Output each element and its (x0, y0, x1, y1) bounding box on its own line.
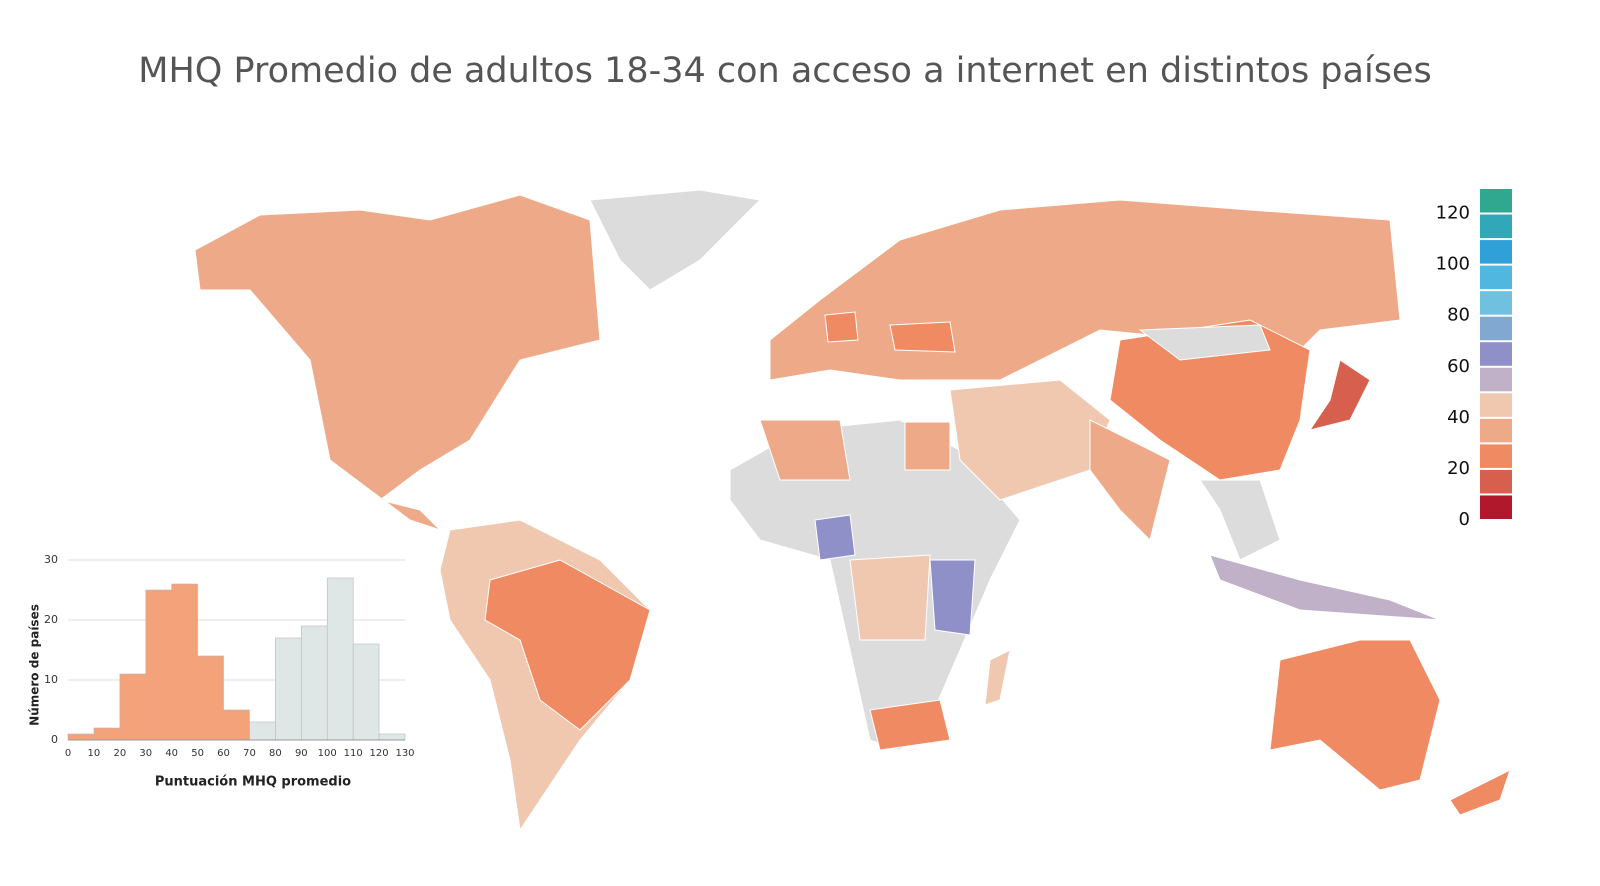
india (1089, 419, 1171, 541)
color-step (1480, 469, 1512, 494)
legend-tick-label: 40 (1447, 407, 1470, 428)
china (1109, 319, 1311, 481)
bar (352, 643, 380, 741)
x-tick-label: 50 (191, 748, 204, 759)
histogram: Número de países Puntuación MHQ promedio… (28, 553, 415, 790)
south-africa (869, 699, 951, 751)
x-axis-label: Puntuación MHQ promedio (155, 775, 351, 790)
color-step (1480, 240, 1512, 264)
x-tick-label: 10 (88, 748, 101, 759)
y-axis-label: Número de países (28, 604, 42, 726)
new-zealand (1449, 769, 1511, 816)
japan (1308, 359, 1371, 431)
algeria (759, 419, 851, 481)
y-tick-label: 30 (44, 553, 58, 566)
color-step (1480, 291, 1512, 315)
indonesia (1209, 554, 1441, 621)
nigeria (814, 514, 856, 561)
bar (197, 655, 224, 741)
tanzania (929, 559, 976, 636)
legend-tick-label: 120 (1436, 203, 1470, 224)
bar (223, 709, 250, 741)
bar (171, 583, 198, 741)
x-tick-label: 40 (165, 748, 178, 759)
australia (1269, 639, 1441, 791)
color-step (1480, 189, 1512, 213)
bar (93, 727, 121, 741)
legend-tick-label: 20 (1447, 458, 1470, 479)
x-tick-label: 60 (217, 748, 230, 759)
mongolia (1138, 324, 1271, 361)
color-step (1480, 265, 1512, 290)
bar (249, 721, 276, 741)
bar (119, 673, 147, 741)
madagascar (984, 649, 1011, 706)
color-step (1480, 342, 1512, 366)
x-tick-label: 120 (370, 748, 389, 759)
x-tick-label: 130 (395, 748, 414, 759)
x-tick-label: 70 (243, 748, 256, 759)
title: MHQ Promedio de adultos 18-34 con acceso… (138, 51, 1431, 91)
x-tick-label: 20 (113, 748, 126, 759)
color-step (1480, 367, 1512, 392)
color-step (1480, 214, 1512, 239)
color-step (1480, 393, 1512, 417)
x-tick-label: 80 (269, 748, 282, 759)
bar (145, 589, 172, 741)
bar (275, 637, 302, 741)
color-step (1480, 444, 1512, 468)
north-america (194, 194, 601, 531)
y-tick-label: 0 (51, 733, 58, 746)
y-tick-label: 20 (44, 613, 58, 626)
bar (301, 625, 328, 741)
greenland (589, 189, 762, 291)
x-tick-label: 30 (139, 748, 152, 759)
egypt (904, 421, 951, 471)
world-map (194, 189, 1511, 832)
legend-tick-label: 0 (1459, 509, 1470, 530)
x-tick-label: 0 (65, 748, 71, 759)
ukraine (889, 321, 956, 353)
color-step (1480, 316, 1512, 341)
bar (378, 733, 406, 741)
legend-tick-label: 80 (1447, 305, 1470, 326)
x-tick-label: 110 (344, 748, 363, 759)
x-tick-label: 100 (318, 748, 337, 759)
legend-tick-label: 100 (1436, 254, 1470, 275)
bar (67, 733, 95, 741)
central-africa (849, 554, 931, 641)
legend-tick-label: 60 (1447, 356, 1470, 377)
germany (824, 311, 859, 343)
legend: 0 20 40 60 80 100 120 (1436, 189, 1512, 530)
x-tick-label: 90 (295, 748, 308, 759)
color-step (1480, 495, 1512, 519)
brazil (484, 559, 651, 731)
southeast-asia (1199, 479, 1281, 561)
color-step (1480, 418, 1512, 443)
bar (326, 577, 354, 741)
y-tick-label: 10 (44, 673, 58, 686)
